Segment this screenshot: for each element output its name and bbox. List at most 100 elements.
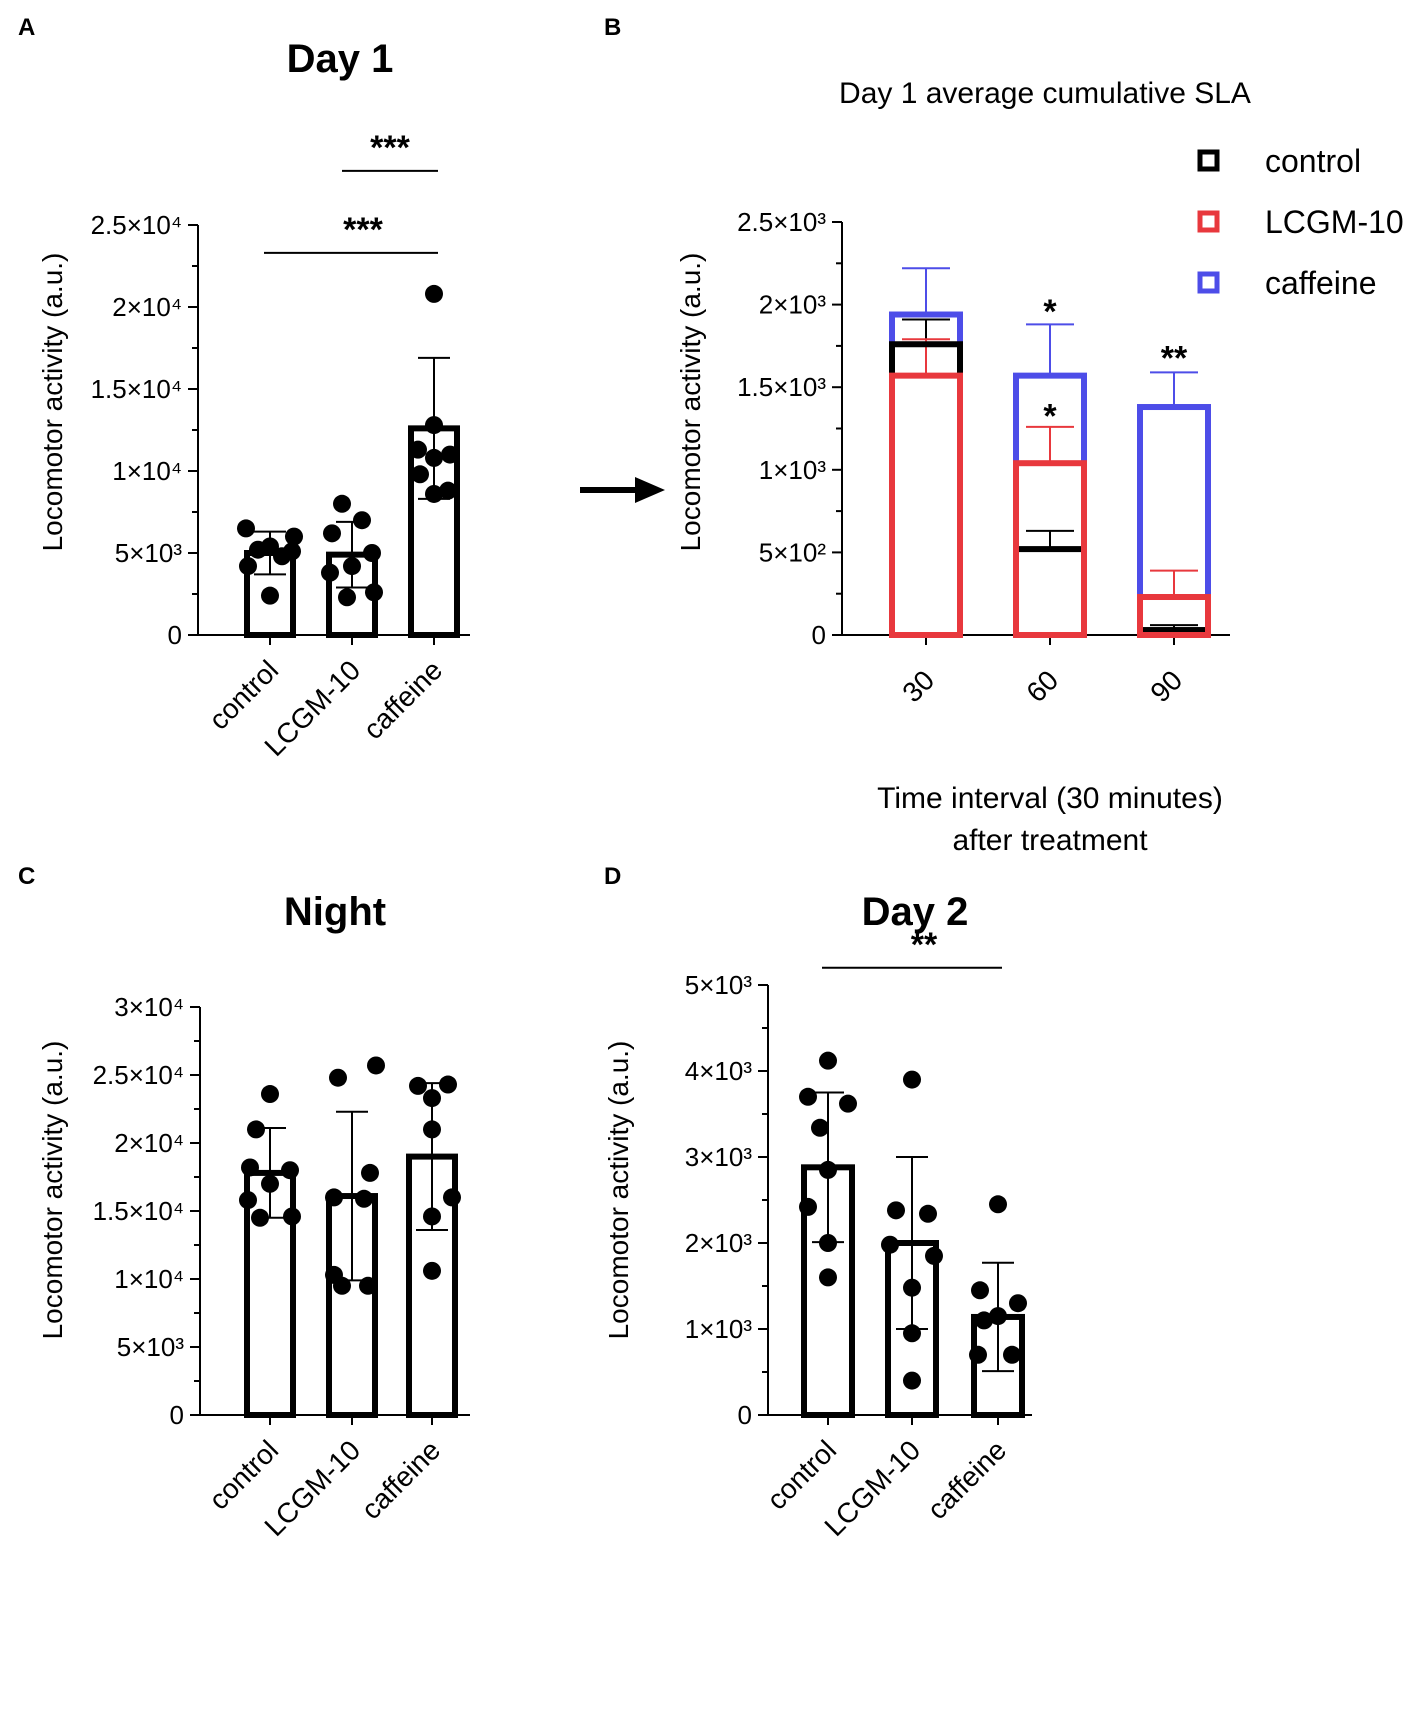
x-tick-label: caffeine xyxy=(921,1434,1012,1525)
bar-lcgm-10 xyxy=(889,372,963,638)
data-point xyxy=(439,1075,457,1094)
data-point xyxy=(819,1051,837,1070)
data-point xyxy=(839,1094,857,1113)
bar-control xyxy=(889,341,963,638)
data-point xyxy=(425,416,443,435)
x-tick-label: control xyxy=(761,1434,842,1515)
x-tick-label: 90 xyxy=(1144,664,1188,708)
significance-marker: *** xyxy=(370,129,410,167)
data-point xyxy=(443,1188,461,1207)
data-point xyxy=(881,1235,899,1254)
y-tick-label: 0 xyxy=(168,620,182,650)
data-point xyxy=(819,1234,837,1252)
y-tick-label: 0 xyxy=(738,1400,752,1430)
data-point xyxy=(819,1268,837,1287)
legend-swatch-lcgm-10 xyxy=(1197,210,1220,233)
x-tick-label: caffeine xyxy=(357,654,448,745)
data-point xyxy=(975,1311,993,1330)
panel-letter: C xyxy=(18,863,35,890)
data-point xyxy=(903,1324,921,1343)
data-point xyxy=(251,1208,269,1227)
bar-lcgm-10 xyxy=(1013,460,1087,638)
panel-letter: B xyxy=(604,14,621,41)
data-point xyxy=(323,524,341,543)
bar xyxy=(885,1240,939,1418)
x-tick-label: 60 xyxy=(1020,664,1064,708)
data-point xyxy=(425,284,443,303)
significance-marker: * xyxy=(1043,293,1057,331)
y-axis-label: Locomotor activity (a.u.) xyxy=(603,1041,634,1340)
y-tick-label: 2.5×10⁴ xyxy=(93,1060,184,1090)
data-point xyxy=(903,1371,921,1390)
data-point xyxy=(329,1068,347,1087)
data-point xyxy=(239,557,257,576)
data-point xyxy=(285,527,303,546)
y-tick-label: 5×10² xyxy=(759,537,827,567)
y-tick-label: 1×10³ xyxy=(759,455,827,485)
panel-d: D Day 2 Locomotor activity (a.u.) 0 1×10³ 2×1… xyxy=(603,863,1032,1542)
data-point xyxy=(281,1161,299,1180)
y-tick-label: 0 xyxy=(812,620,826,650)
data-point xyxy=(239,1191,257,1210)
panel-letter: D xyxy=(604,863,621,890)
panel-b: B Day 1 average cumulative SLA Locomotor a… xyxy=(604,14,1404,857)
data-point xyxy=(425,484,443,503)
panel-c: C Night Locomotor activity (a.u.) 0 5×10³ 1×1… xyxy=(18,863,470,1542)
panel-a: A Day 1 Locomotor activity (a.u.) 0 5×10³ 1×1… xyxy=(18,14,470,762)
data-point xyxy=(333,494,351,513)
legend-swatch-control xyxy=(1197,149,1220,172)
x-tick-label: control xyxy=(203,1434,284,1515)
data-point xyxy=(799,1197,817,1216)
data-point xyxy=(919,1204,937,1223)
y-axis-label: Locomotor activity (a.u.) xyxy=(37,1041,68,1340)
bar xyxy=(244,1169,296,1419)
data-point xyxy=(425,448,443,467)
data-point xyxy=(969,1345,987,1364)
data-point xyxy=(325,1188,343,1207)
data-point xyxy=(237,519,255,538)
data-point xyxy=(363,544,381,562)
data-point xyxy=(989,1195,1007,1214)
y-tick-label: 1×10⁴ xyxy=(114,1264,184,1294)
data-point xyxy=(241,1158,259,1177)
data-point xyxy=(409,1076,427,1095)
legend-label: caffeine xyxy=(1265,265,1377,301)
chart-title: Day 2 xyxy=(862,890,969,934)
significance-marker: ** xyxy=(1161,339,1188,377)
y-axis-label: Locomotor activity (a.u.) xyxy=(675,253,706,552)
x-axis-label-line2: after treatment xyxy=(952,824,1148,857)
bar-lcgm-10 xyxy=(1137,594,1211,639)
data-point xyxy=(811,1118,829,1137)
data-point xyxy=(321,563,339,582)
data-point xyxy=(353,511,371,530)
data-point xyxy=(333,1276,351,1295)
y-tick-label: 1×10³ xyxy=(685,1314,753,1344)
data-point xyxy=(971,1281,989,1300)
arrow-head xyxy=(635,477,665,503)
data-point xyxy=(367,1056,385,1075)
y-tick-label: 3×10⁴ xyxy=(114,992,184,1022)
data-point xyxy=(359,1276,377,1295)
data-point xyxy=(249,540,267,559)
y-tick-label: 0 xyxy=(170,1400,184,1430)
y-tick-label: 2.5×10³ xyxy=(737,207,826,237)
y-tick-label: 2×10⁴ xyxy=(112,292,182,322)
legend-label: control xyxy=(1265,143,1361,179)
data-point xyxy=(261,1085,279,1104)
y-tick-label: 4×10³ xyxy=(685,1056,753,1086)
data-point xyxy=(1003,1345,1021,1364)
chart-title: Night xyxy=(284,890,386,934)
significance-marker: * xyxy=(1043,397,1057,435)
significance-marker: ** xyxy=(911,926,938,964)
y-tick-label: 2×10⁴ xyxy=(114,1128,184,1158)
data-point xyxy=(338,588,356,607)
bar-control xyxy=(1013,546,1087,639)
data-point xyxy=(247,1120,265,1139)
data-point xyxy=(423,1261,441,1280)
y-tick-label: 5×10³ xyxy=(115,538,183,568)
data-point xyxy=(365,583,383,602)
data-point xyxy=(439,481,457,500)
data-point xyxy=(355,1189,373,1208)
data-point xyxy=(261,586,279,605)
